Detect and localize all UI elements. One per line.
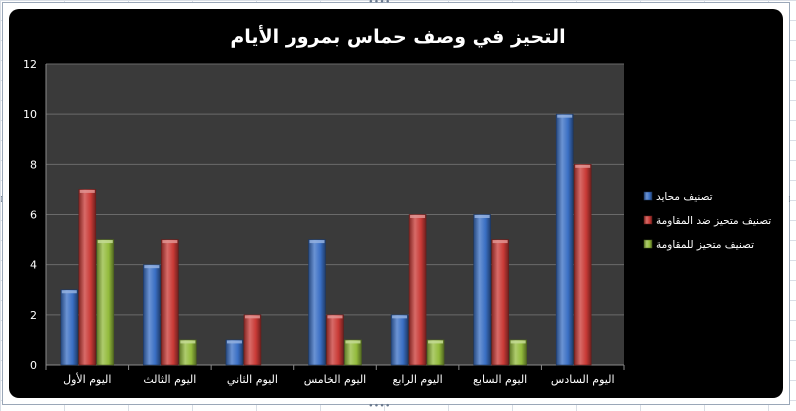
bar-highlight bbox=[410, 215, 426, 218]
bar-1-6[interactable] bbox=[473, 214, 491, 366]
y-tick-label: 12 bbox=[23, 58, 37, 71]
bar-highlight bbox=[61, 290, 77, 294]
x-tick-label: اليوم السابع bbox=[473, 373, 527, 386]
bar-highlight bbox=[428, 340, 444, 344]
bar-highlight bbox=[79, 189, 95, 193]
x-tick-label: اليوم الرابع bbox=[392, 373, 442, 386]
bar-highlight bbox=[97, 240, 113, 244]
bar-3-5[interactable] bbox=[426, 339, 445, 366]
x-tick-label: اليوم الثالث bbox=[143, 373, 196, 386]
chart-title: التحيز في وصف حماس بمرور الأيام bbox=[230, 25, 565, 48]
resize-handle-left[interactable]: ⁞ bbox=[0, 195, 3, 205]
bar-3-4[interactable] bbox=[344, 339, 362, 366]
bar-2-4[interactable] bbox=[326, 314, 344, 366]
bar-2-6[interactable] bbox=[491, 239, 509, 366]
bar-1-5[interactable] bbox=[390, 314, 409, 366]
bar-highlight bbox=[474, 215, 490, 218]
bar-2-7[interactable] bbox=[573, 164, 592, 366]
legend-label-3: تصنيف متحيز للمقاومة bbox=[656, 239, 754, 251]
bar-highlight bbox=[575, 164, 591, 168]
bar-highlight bbox=[180, 340, 196, 344]
bar-highlight bbox=[162, 240, 178, 244]
bar-2-1[interactable] bbox=[78, 189, 97, 366]
x-tick-label: اليوم الخامس bbox=[304, 373, 367, 386]
x-tick-label: اليوم الأول bbox=[63, 372, 111, 386]
y-tick-label: 0 bbox=[30, 359, 37, 372]
resize-handle-top[interactable]: ∙∙∙∙ bbox=[368, 0, 391, 7]
legend-swatch-1 bbox=[643, 191, 653, 201]
bar-3-6[interactable] bbox=[509, 339, 527, 366]
legend-swatch-3 bbox=[643, 239, 653, 249]
legend-swatch-2 bbox=[643, 215, 653, 225]
bar-highlight bbox=[309, 240, 325, 244]
legend-label-1: تصنيف محايد bbox=[656, 191, 713, 203]
x-tick-label: اليوم الثاني bbox=[227, 373, 278, 386]
bar-1-7[interactable] bbox=[555, 113, 574, 366]
bar-1-1[interactable] bbox=[60, 289, 79, 366]
bar-1-3[interactable] bbox=[225, 339, 244, 366]
bar-3-2[interactable] bbox=[179, 339, 197, 366]
bar-2-5[interactable] bbox=[408, 214, 427, 366]
bar-highlight bbox=[244, 315, 260, 319]
bar-highlight bbox=[392, 315, 408, 319]
bar-highlight bbox=[144, 265, 160, 269]
bar-highlight bbox=[327, 315, 343, 319]
bar-highlight bbox=[345, 340, 361, 344]
y-tick-label: 6 bbox=[30, 209, 37, 222]
y-tick-label: 8 bbox=[30, 158, 37, 171]
bar-2-3[interactable] bbox=[243, 314, 262, 366]
legend: تصنيف محايد تصنيف متحيز ضد المقاومة تصنيف … bbox=[643, 191, 771, 251]
bar-highlight bbox=[226, 340, 242, 344]
y-tick-label: 10 bbox=[23, 108, 37, 121]
bar-highlight bbox=[557, 114, 573, 118]
resize-handle-bottom[interactable]: ∙∙∙∙ bbox=[368, 401, 391, 411]
y-tick-label: 2 bbox=[30, 309, 37, 322]
bar-2-2[interactable] bbox=[161, 239, 179, 366]
bar-highlight bbox=[492, 240, 508, 244]
x-tick-label: اليوم السادس bbox=[551, 373, 615, 386]
legend-label-2: تصنيف متحيز ضد المقاومة bbox=[656, 215, 771, 227]
bar-1-2[interactable] bbox=[143, 264, 161, 366]
plot-area: 0 2 4 6 8 10 12 اليوم الأول اليوم الثالث اليوم ال… bbox=[23, 58, 625, 386]
resize-handle-right[interactable]: ⁞ bbox=[788, 195, 791, 205]
bar-1-4[interactable] bbox=[308, 239, 326, 366]
y-tick-label: 4 bbox=[30, 259, 37, 272]
bar-3-1[interactable] bbox=[96, 239, 115, 366]
bar-highlight bbox=[510, 340, 526, 344]
